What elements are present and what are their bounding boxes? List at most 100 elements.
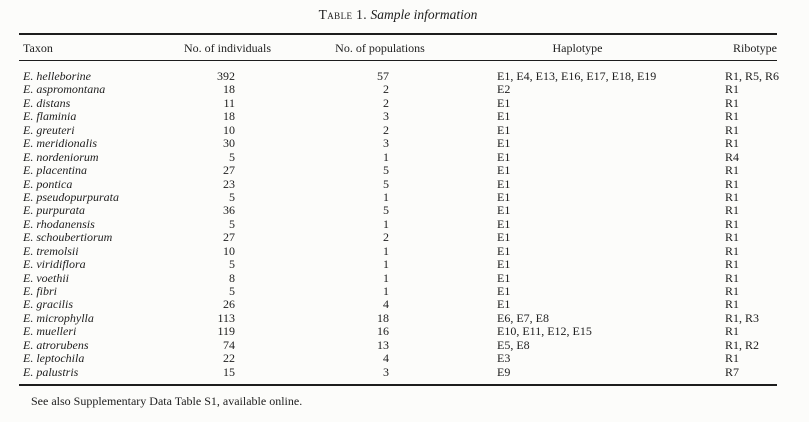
cell-haplotype: E1 — [497, 270, 511, 285]
cell-populations: 1 — [383, 189, 389, 204]
cell-individuals: 18 — [223, 109, 235, 124]
cell-individuals: 392 — [217, 69, 235, 83]
cell-ribotype: R1 — [725, 351, 740, 366]
cell-taxon: E. microphylla — [23, 310, 94, 325]
cell-populations: 18 — [377, 310, 389, 325]
cell-individuals: 22 — [223, 351, 235, 366]
cell-populations: 5 — [383, 163, 389, 178]
cell-haplotype: E1 — [497, 230, 511, 245]
column-header-populations: No. of populations — [335, 41, 425, 55]
cell-populations: 13 — [377, 337, 389, 352]
cell-individuals: 5 — [229, 257, 235, 272]
table-row: E. tremolsii 10 1 E1 R1 — [0, 243, 809, 258]
cell-taxon: E. placentina — [23, 163, 87, 178]
cell-haplotype: E1 — [497, 284, 511, 298]
cell-taxon: E. pseudopurpurata — [23, 189, 119, 204]
table-row: E. distans 11 2 E1 R1 — [0, 95, 809, 110]
cell-taxon: E. atrorubens — [23, 337, 89, 352]
cell-taxon: E. purpurata — [23, 203, 86, 218]
cell-taxon: E. meridionalis — [23, 136, 97, 151]
cell-taxon: E. distans — [23, 95, 71, 110]
cell-ribotype: R1 — [725, 203, 740, 218]
cell-haplotype: E1 — [497, 203, 511, 218]
table-title-text: Sample information — [370, 7, 478, 22]
cell-populations: 2 — [383, 122, 389, 137]
cell-populations: 3 — [383, 364, 389, 379]
table-row: E. meridionalis 30 3 E1 R1 — [0, 136, 809, 151]
cell-haplotype: E9 — [497, 364, 511, 379]
table-header-row: Taxon No. of individuals No. of populati… — [0, 40, 809, 56]
cell-individuals: 27 — [223, 230, 235, 245]
cell-ribotype: R1 — [725, 176, 740, 191]
cell-individuals: 11 — [223, 95, 235, 110]
cell-ribotype: R1 — [725, 82, 740, 97]
table-row: E. aspromontana 18 2 E2 R1 — [0, 82, 809, 97]
cell-ribotype: R1 — [725, 95, 740, 110]
cell-individuals: 36 — [223, 203, 235, 218]
cell-individuals: 18 — [223, 82, 235, 97]
cell-ribotype: R1 — [725, 243, 740, 258]
table-row: E. rhodanensis 5 1 E1 R1 — [0, 216, 809, 231]
cell-populations: 1 — [383, 257, 389, 272]
table-row: E. purpurata 36 5 E1 R1 — [0, 203, 809, 218]
cell-haplotype: E3 — [497, 351, 511, 366]
cell-taxon: E. greuteri — [23, 122, 75, 137]
cell-ribotype: R1 — [725, 324, 740, 339]
cell-populations: 57 — [377, 69, 389, 83]
cell-individuals: 30 — [223, 136, 235, 151]
table-footnote: See also Supplementary Data Table S1, av… — [31, 394, 303, 408]
cell-populations: 2 — [383, 82, 389, 97]
cell-haplotype: E1 — [497, 297, 511, 312]
column-header-taxon: Taxon — [23, 41, 53, 55]
cell-taxon: E. schoubertiorum — [23, 230, 113, 245]
cell-populations: 5 — [383, 203, 389, 218]
table-rule-top — [19, 33, 777, 35]
table-rule-header — [19, 60, 777, 62]
cell-ribotype: R1 — [725, 163, 740, 178]
cell-taxon: E. muelleri — [23, 324, 77, 339]
cell-haplotype: E1 — [497, 136, 511, 151]
cell-populations: 1 — [383, 284, 389, 298]
cell-taxon: E. nordeniorum — [23, 149, 99, 164]
cell-haplotype: E1 — [497, 149, 511, 164]
table-row: E. microphylla 113 18 E6, E7, E8 R1, R3 — [0, 310, 809, 325]
cell-taxon: E. aspromontana — [23, 82, 106, 97]
cell-ribotype: R1 — [725, 297, 740, 312]
cell-individuals: 5 — [229, 216, 235, 231]
cell-haplotype: E1 — [497, 109, 511, 124]
cell-populations: 2 — [383, 95, 389, 110]
cell-haplotype: E1 — [497, 216, 511, 231]
cell-taxon: E. voethii — [23, 270, 69, 285]
table-row: E. flaminia 18 3 E1 R1 — [0, 109, 809, 124]
cell-haplotype: E1 — [497, 176, 511, 191]
cell-populations: 4 — [383, 297, 389, 312]
cell-taxon: E. gracilis — [23, 297, 73, 312]
cell-haplotype: E1 — [497, 189, 511, 204]
cell-populations: 1 — [383, 149, 389, 164]
cell-taxon: E. rhodanensis — [23, 216, 95, 231]
cell-populations: 4 — [383, 351, 389, 366]
table-row: E. voethii 8 1 E1 R1 — [0, 270, 809, 285]
cell-haplotype: E1 — [497, 257, 511, 272]
cell-individuals: 119 — [217, 324, 235, 339]
cell-individuals: 23 — [223, 176, 235, 191]
cell-taxon: E. palustris — [23, 364, 79, 379]
table-row: E. pontica 23 5 E1 R1 — [0, 176, 809, 191]
cell-individuals: 15 — [223, 364, 235, 379]
cell-ribotype: R7 — [725, 364, 740, 379]
table-row: E. palustris 15 3 E9 R7 — [0, 364, 809, 379]
cell-ribotype: R4 — [725, 149, 740, 164]
cell-haplotype: E1, E4, E13, E16, E17, E18, E19 — [497, 69, 657, 83]
cell-ribotype: R1 — [725, 230, 740, 245]
table-row: E. nordeniorum 5 1 E1 R4 — [0, 149, 809, 164]
cell-populations: 2 — [383, 230, 389, 245]
cell-populations: 1 — [383, 216, 389, 231]
table-row: E. leptochila 22 4 E3 R1 — [0, 351, 809, 366]
table-title: Table 1. Sample information — [19, 6, 777, 24]
cell-taxon: E. flaminia — [23, 109, 77, 124]
cell-ribotype: R1, R2 — [725, 337, 760, 352]
cell-ribotype: R1, R5, R6 — [725, 69, 780, 83]
table-title-label: Table 1. — [318, 7, 368, 22]
cell-ribotype: R1 — [725, 284, 740, 298]
